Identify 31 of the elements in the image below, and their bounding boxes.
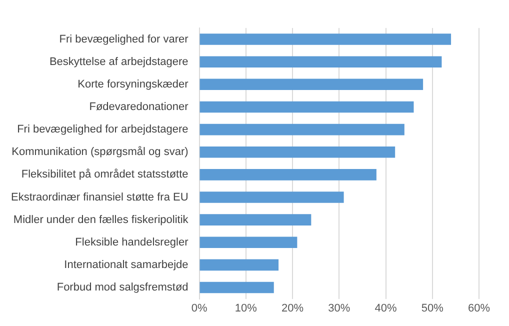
bar [200,259,279,271]
x-tick-label: 30% [328,302,350,314]
x-tick-label: 50% [421,302,444,314]
bar [200,192,344,203]
bar [200,101,414,113]
bar [200,124,404,136]
bar [200,282,274,294]
y-tick-label: Ekstraordinær finansiel støtte fra EU [10,191,188,204]
y-tick-label: Midler under den fælles fiskeripolitik [13,214,189,226]
bar [200,146,396,158]
y-tick-label: Kommunikation (spørgsmål og svar) [12,146,188,158]
bar [200,214,312,226]
x-tick-label: 10% [234,302,258,314]
y-tick-label: Fleksibilitet på området statsstøtte [21,168,188,181]
bar [200,56,442,68]
bar [200,236,298,248]
y-tick-label: Beskyttelse af arbejdstagere [49,56,188,68]
x-tick-label: 40% [374,302,397,314]
y-tick-label: Korte forsyningskæder [78,78,189,90]
y-tick-label: Fleksible handelsregler [75,236,189,248]
y-tick-label: Internationalt samarbejde [64,258,188,271]
x-tick-label: 0% [191,302,208,314]
x-tick-label: 20% [282,302,304,314]
bar [200,78,424,90]
y-tick-label: Fri bevægelighed for arbejdstagere [17,124,188,136]
x-tick-label: 60% [468,302,490,314]
y-tick-label: Forbud mod salgsfremstød [56,282,188,294]
bar [200,34,452,45]
y-tick-label: Fødevaredonationer [89,101,189,114]
y-tick-label: Fri bevægelighed for varer [59,33,189,46]
bar [200,169,376,180]
